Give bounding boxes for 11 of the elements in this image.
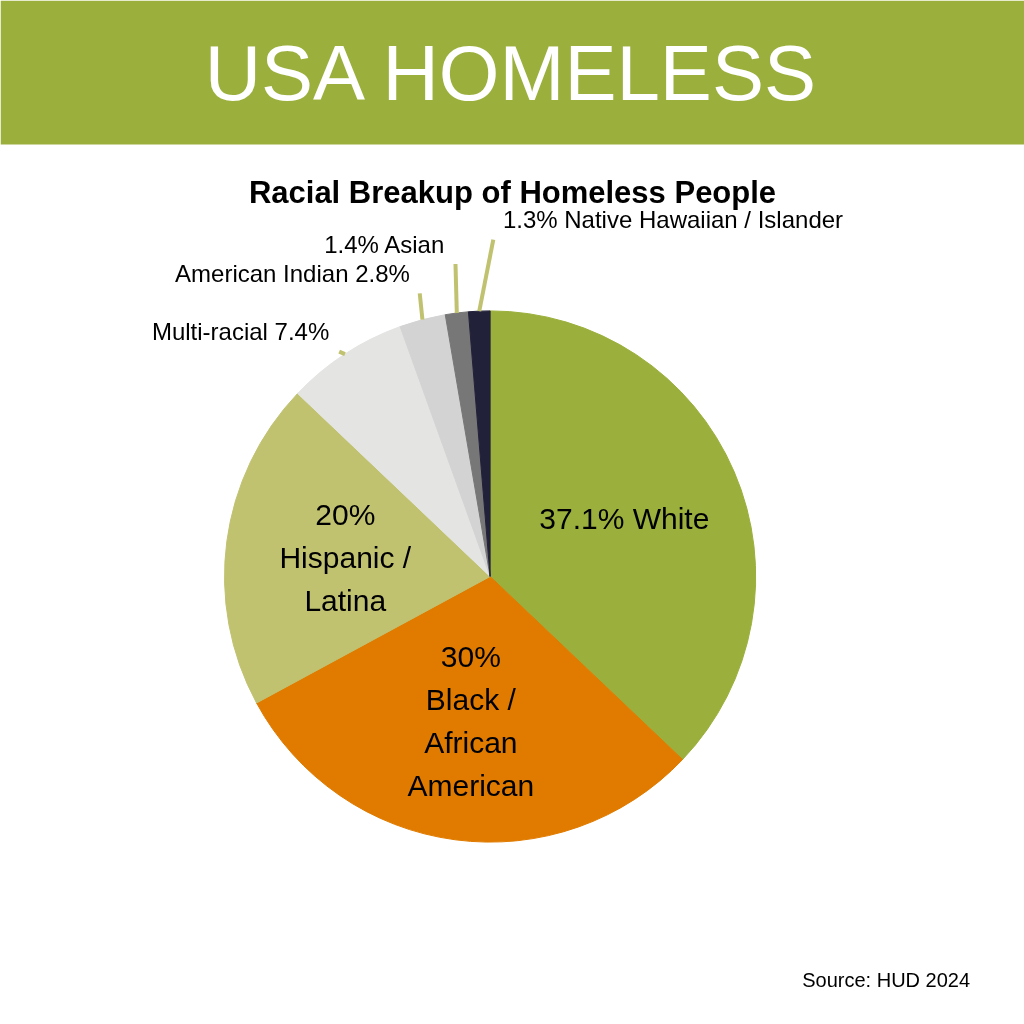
slice-label: 1.4% Asian	[324, 230, 445, 258]
chart-title: USA HOMELESS	[204, 28, 816, 117]
data-label: 20%	[315, 497, 376, 531]
source-note: Source: HUD 2024	[802, 968, 971, 991]
slice-label: 37.1% White	[539, 502, 710, 536]
chart-subtitle: Racial Breakup of Homeless People	[248, 175, 777, 210]
data-label: 30%	[440, 640, 501, 674]
slice-label: American Indian 2.8%	[175, 259, 410, 287]
slice-label: Multi-racial 7.4%	[151, 318, 330, 346]
slice-label: Black / African American	[407, 683, 535, 803]
slice-label: Hispanic / Latina	[279, 540, 412, 617]
